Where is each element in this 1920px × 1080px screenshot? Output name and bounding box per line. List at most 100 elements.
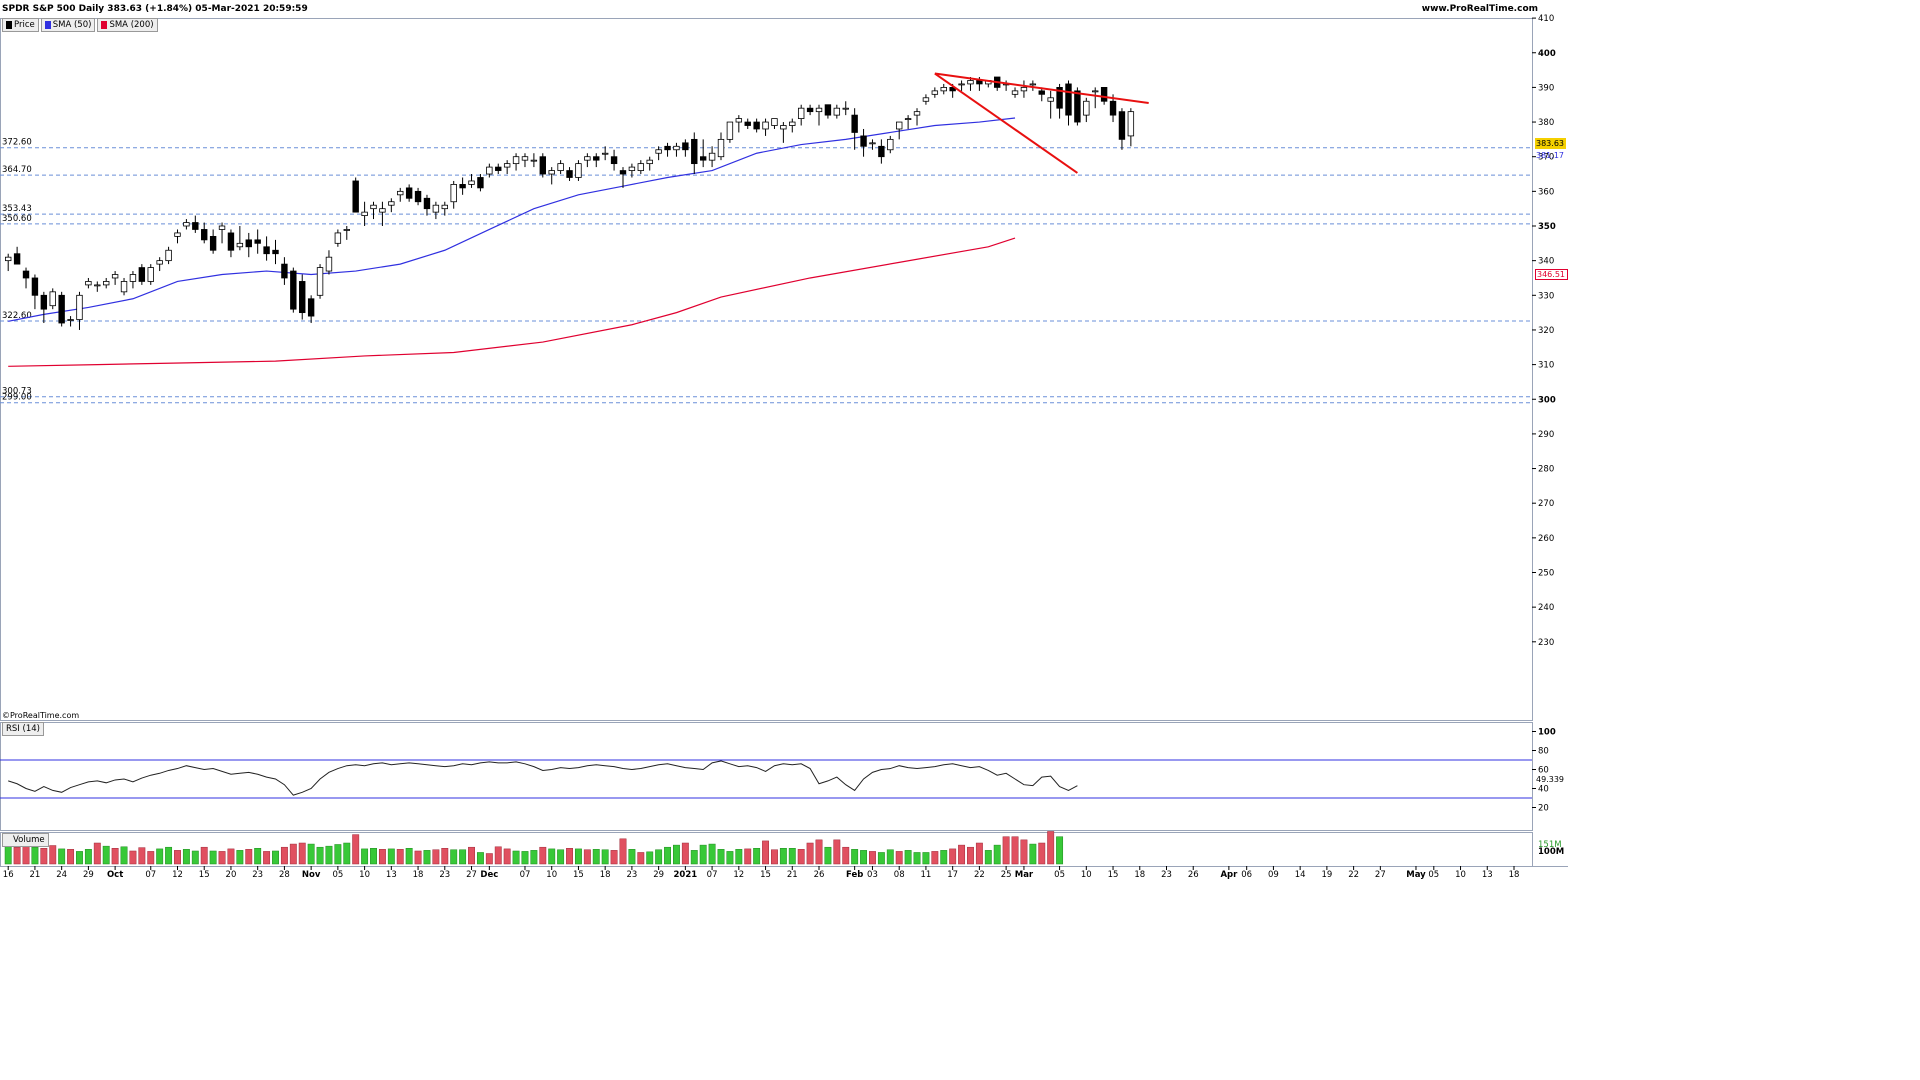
candle[interactable] bbox=[1118, 111, 1126, 140]
volume-bar[interactable] bbox=[361, 848, 369, 865]
candle[interactable] bbox=[824, 104, 832, 116]
volume-bar[interactable] bbox=[298, 842, 306, 865]
candle[interactable] bbox=[183, 222, 190, 227]
volume-bar[interactable] bbox=[637, 852, 645, 865]
volume-bar[interactable] bbox=[370, 848, 377, 865]
volume-bar[interactable] bbox=[485, 853, 493, 865]
volume-bar[interactable] bbox=[708, 843, 716, 865]
candle[interactable] bbox=[334, 232, 342, 244]
volume-bar[interactable] bbox=[886, 849, 894, 865]
candle[interactable] bbox=[878, 145, 885, 158]
volume-bar[interactable] bbox=[869, 851, 876, 865]
candle[interactable] bbox=[138, 267, 146, 282]
candle[interactable] bbox=[495, 166, 502, 171]
candle[interactable] bbox=[896, 121, 903, 130]
candle[interactable] bbox=[272, 249, 279, 255]
candle[interactable] bbox=[1100, 87, 1108, 102]
candle[interactable] bbox=[441, 204, 448, 210]
volume-bar[interactable] bbox=[583, 849, 591, 865]
volume-bar[interactable] bbox=[174, 850, 181, 865]
candle[interactable] bbox=[103, 281, 110, 286]
candle[interactable] bbox=[423, 197, 431, 210]
volume-bar[interactable] bbox=[521, 851, 529, 865]
volume-bar[interactable] bbox=[530, 850, 538, 865]
candle[interactable] bbox=[503, 163, 511, 168]
volume-bar[interactable] bbox=[414, 850, 422, 865]
candle[interactable] bbox=[771, 118, 778, 126]
candle[interactable] bbox=[931, 90, 939, 95]
volume-bar[interactable] bbox=[557, 849, 565, 865]
volume-bar[interactable] bbox=[459, 849, 467, 865]
legend-sma50[interactable]: SMA (50) bbox=[40, 18, 96, 32]
candle[interactable] bbox=[958, 83, 965, 86]
candle[interactable] bbox=[147, 267, 154, 282]
volume-bar[interactable] bbox=[1038, 842, 1046, 865]
candle[interactable] bbox=[468, 180, 475, 185]
volume-bar[interactable] bbox=[548, 848, 556, 865]
candle[interactable] bbox=[120, 281, 128, 293]
volume-bar[interactable] bbox=[378, 849, 386, 865]
candle[interactable] bbox=[904, 118, 912, 120]
candle[interactable] bbox=[976, 80, 983, 85]
candle[interactable] bbox=[1056, 87, 1063, 109]
candle[interactable] bbox=[967, 80, 974, 85]
candle[interactable] bbox=[361, 211, 368, 217]
candle[interactable] bbox=[887, 138, 894, 151]
volume-bar[interactable] bbox=[165, 846, 173, 865]
candle[interactable] bbox=[94, 284, 101, 287]
volume-label[interactable]: Volume bbox=[2, 833, 49, 847]
trendline[interactable] bbox=[934, 72, 1149, 104]
candle[interactable] bbox=[209, 235, 217, 251]
candle[interactable] bbox=[290, 270, 297, 310]
candle[interactable] bbox=[780, 125, 787, 130]
volume-bar[interactable] bbox=[797, 849, 805, 865]
site-link[interactable]: www.ProRealTime.com bbox=[1421, 4, 1538, 14]
candle[interactable] bbox=[316, 267, 324, 296]
volume-bar[interactable] bbox=[49, 845, 57, 865]
volume-bar[interactable] bbox=[601, 849, 609, 865]
candle[interactable] bbox=[1092, 90, 1099, 93]
candle[interactable] bbox=[111, 274, 119, 279]
volume-bar[interactable] bbox=[949, 848, 957, 865]
candle[interactable] bbox=[432, 204, 440, 213]
candle[interactable] bbox=[940, 87, 947, 92]
candle[interactable] bbox=[646, 159, 653, 165]
volume-bar[interactable] bbox=[931, 851, 939, 865]
candle[interactable] bbox=[1074, 90, 1081, 123]
volume-bar[interactable] bbox=[566, 848, 573, 865]
candle[interactable] bbox=[1020, 87, 1028, 92]
volume-bar[interactable] bbox=[441, 848, 449, 865]
volume-bar[interactable] bbox=[432, 849, 440, 865]
candle[interactable] bbox=[797, 107, 805, 119]
candle[interactable] bbox=[922, 97, 930, 102]
candle[interactable] bbox=[1029, 83, 1037, 86]
volume-bar[interactable] bbox=[895, 851, 903, 865]
candle[interactable] bbox=[655, 149, 662, 154]
volume-bar[interactable] bbox=[263, 851, 271, 865]
candle[interactable] bbox=[58, 294, 65, 324]
candle[interactable] bbox=[245, 239, 252, 248]
chart-canvas[interactable]: 4204104003903803703603503403303203103002… bbox=[0, 0, 1568, 882]
volume-bar[interactable] bbox=[610, 850, 618, 865]
volume-bar[interactable] bbox=[476, 852, 484, 865]
candle[interactable] bbox=[744, 121, 751, 126]
volume-bar[interactable] bbox=[4, 844, 12, 865]
volume-bar[interactable] bbox=[102, 845, 110, 865]
candle[interactable] bbox=[263, 246, 270, 255]
candle[interactable] bbox=[5, 256, 12, 262]
volume-bar[interactable] bbox=[67, 849, 75, 865]
volume-bar[interactable] bbox=[31, 846, 39, 865]
volume-bar[interactable] bbox=[450, 849, 458, 865]
volume-bar[interactable] bbox=[254, 848, 262, 865]
candle[interactable] bbox=[530, 159, 538, 162]
candle[interactable] bbox=[512, 156, 520, 165]
volume-bar[interactable] bbox=[396, 849, 404, 865]
candle[interactable] bbox=[815, 107, 823, 113]
volume-bar[interactable] bbox=[93, 842, 101, 865]
volume-bar[interactable] bbox=[129, 850, 137, 865]
volume-bar[interactable] bbox=[690, 850, 698, 865]
candle[interactable] bbox=[22, 270, 30, 279]
candle[interactable] bbox=[165, 249, 172, 262]
candle[interactable] bbox=[833, 107, 841, 116]
candle[interactable] bbox=[610, 156, 618, 165]
